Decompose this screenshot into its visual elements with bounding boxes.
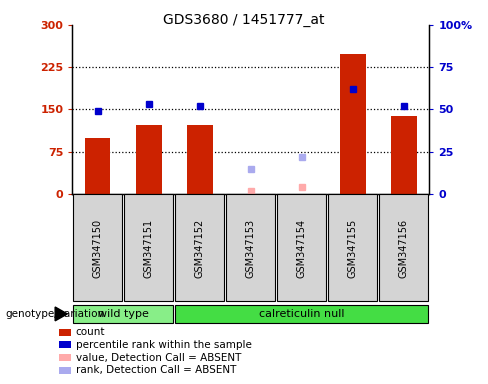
Text: GSM347151: GSM347151	[144, 219, 154, 278]
Text: GSM347153: GSM347153	[246, 219, 256, 278]
Bar	[391, 116, 417, 194]
Text: genotype/variation: genotype/variation	[5, 309, 104, 319]
Text: wild type: wild type	[98, 309, 149, 319]
Text: value, Detection Call = ABSENT: value, Detection Call = ABSENT	[76, 353, 241, 362]
Text: GSM347152: GSM347152	[195, 219, 205, 278]
Bar	[340, 54, 366, 194]
Polygon shape	[55, 307, 67, 321]
Bar	[187, 125, 213, 194]
Text: GSM347155: GSM347155	[348, 219, 358, 278]
Text: GSM347156: GSM347156	[399, 219, 409, 278]
Bar	[85, 137, 110, 194]
Text: GSM347154: GSM347154	[297, 219, 307, 278]
Bar	[136, 125, 162, 194]
Text: percentile rank within the sample: percentile rank within the sample	[76, 340, 251, 350]
Text: GDS3680 / 1451777_at: GDS3680 / 1451777_at	[163, 13, 325, 27]
Text: rank, Detection Call = ABSENT: rank, Detection Call = ABSENT	[76, 365, 236, 375]
Text: count: count	[76, 327, 105, 337]
Text: calreticulin null: calreticulin null	[259, 309, 345, 319]
Text: GSM347150: GSM347150	[93, 219, 103, 278]
